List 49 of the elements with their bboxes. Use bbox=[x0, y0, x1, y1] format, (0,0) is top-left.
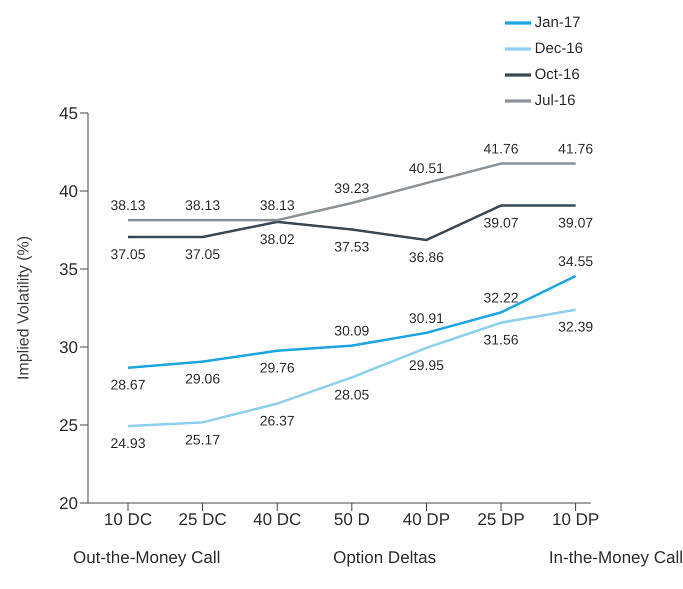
data-label: 37.05 bbox=[110, 246, 146, 262]
data-label: 29.06 bbox=[185, 370, 220, 387]
data-label: 31.56 bbox=[484, 332, 519, 348]
x-tick-label: 25 DP bbox=[477, 510, 525, 530]
text: In-the-Money Call bbox=[548, 548, 683, 568]
data-label: 37.05 bbox=[185, 246, 220, 262]
x-tick-label: 10 DC bbox=[104, 510, 152, 530]
data-label: 28.67 bbox=[110, 376, 146, 393]
legend-label: Dec-16 bbox=[534, 40, 583, 57]
data-label: 39.07 bbox=[558, 214, 594, 231]
data-label: 41.76 bbox=[484, 140, 519, 157]
data-label: 24.93 bbox=[110, 435, 146, 452]
data-label: 30.09 bbox=[334, 322, 370, 339]
y-axis-title: Implied Volatility (%) bbox=[16, 236, 33, 380]
x-tick-label: 40 DP bbox=[402, 510, 450, 530]
data-label: 39.23 bbox=[334, 180, 370, 196]
data-label: 38.13 bbox=[260, 197, 295, 214]
legend-label: Jan-17 bbox=[534, 14, 581, 31]
y-tick-label: 25 bbox=[59, 416, 78, 436]
x-tick-label: 50 D bbox=[334, 510, 370, 530]
y-tick-label: 45 bbox=[59, 104, 78, 124]
data-label: 37.53 bbox=[334, 238, 370, 255]
data-label: 36.86 bbox=[408, 248, 444, 265]
data-label: 38.13 bbox=[185, 197, 220, 214]
data-label: 29.76 bbox=[260, 360, 295, 376]
data-label: 25.17 bbox=[185, 431, 220, 448]
x-tick-label: 10 DP bbox=[552, 510, 600, 530]
data-label: 32.39 bbox=[558, 318, 594, 335]
data-label: 39.07 bbox=[484, 214, 519, 231]
data-label: 26.37 bbox=[260, 412, 295, 429]
data-label: 32.22 bbox=[484, 289, 519, 306]
data-label: 29.95 bbox=[408, 356, 444, 373]
x-tick-label: 40 DC bbox=[253, 510, 302, 530]
y-tick-label: 40 bbox=[59, 182, 78, 202]
legend-label: Oct-16 bbox=[534, 66, 580, 83]
text: Out-the-Money Call bbox=[73, 548, 220, 568]
y-tick-label: 35 bbox=[59, 260, 78, 280]
data-label: 30.91 bbox=[408, 310, 444, 326]
legend-label: Jul-16 bbox=[534, 92, 576, 109]
data-label: 34.55 bbox=[558, 253, 594, 270]
data-label: 28.05 bbox=[334, 386, 370, 402]
data-label: 38.13 bbox=[110, 197, 146, 214]
y-tick-label: 30 bbox=[59, 338, 78, 358]
data-label: 41.76 bbox=[558, 140, 594, 157]
y-tick-label: 20 bbox=[59, 494, 78, 514]
data-label: 40.51 bbox=[408, 160, 444, 176]
data-label: 38.02 bbox=[260, 230, 295, 247]
x-axis-title: Option Deltas bbox=[333, 548, 436, 568]
x-tick-label: 25 DC bbox=[178, 510, 227, 530]
